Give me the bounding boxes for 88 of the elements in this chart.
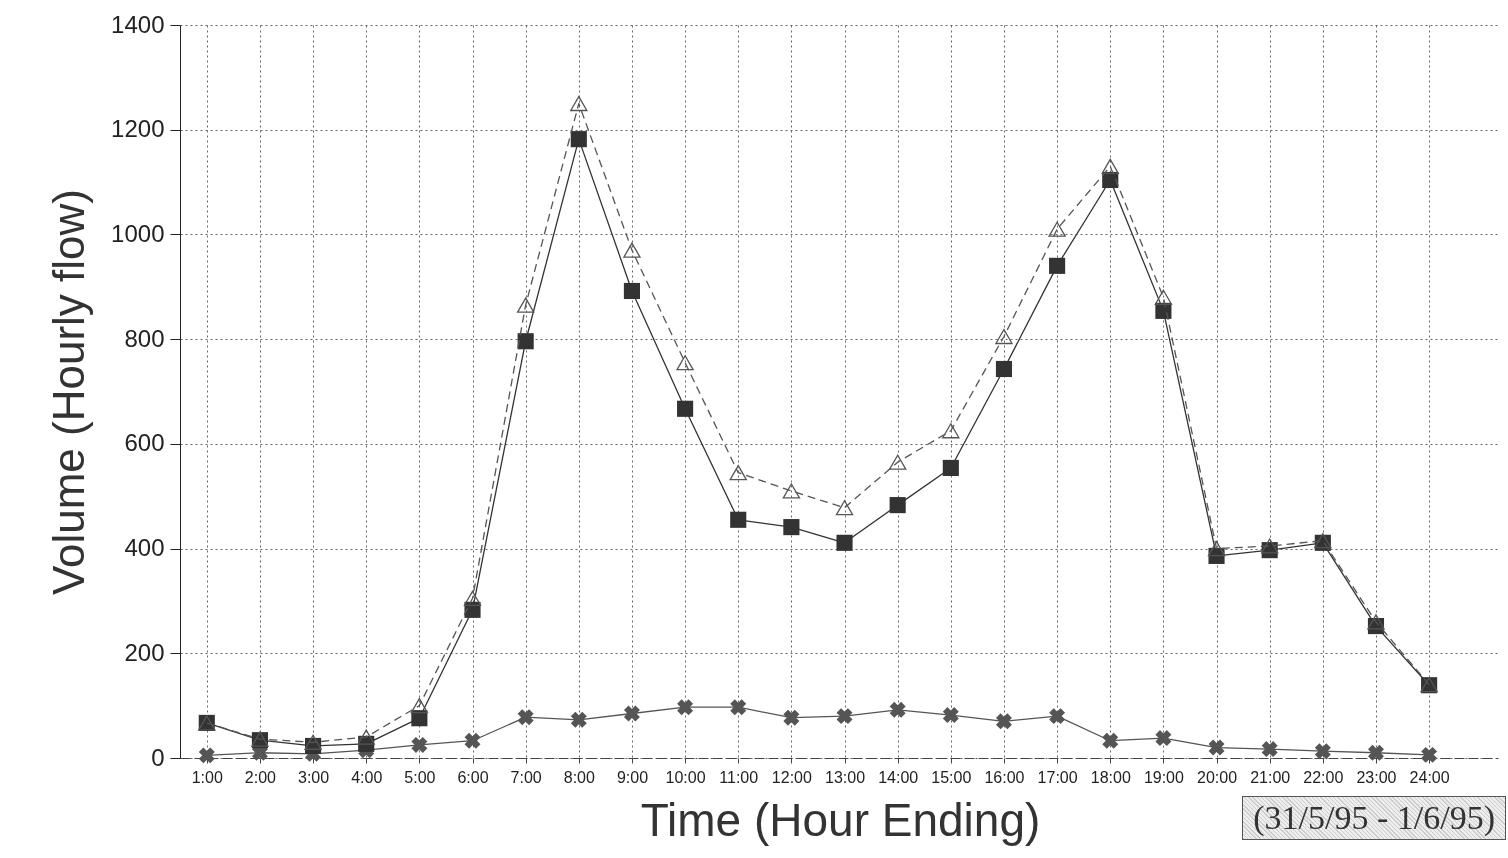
y-tick-label: 600 [124,429,165,457]
x-tick-label: 23:00 [1356,768,1397,786]
x-tick-label: 4:00 [351,768,383,786]
x-tick-label: 3:00 [298,768,330,786]
point [730,699,747,716]
x-tick-label: 8:00 [563,768,595,786]
x-tick-label: 11:00 [719,768,759,786]
point [570,711,587,728]
point [1368,744,1384,761]
point [1207,540,1226,557]
x-tick-label: 18:00 [1090,768,1131,786]
y-tick-label: 1400 [111,10,165,38]
y-tick-label: 0 [151,743,165,771]
point [411,710,428,727]
point [835,500,854,516]
point [570,95,588,112]
y-tick-label: 400 [124,534,165,562]
point [889,701,906,718]
x-tick-label: 17:00 [1037,768,1078,786]
point [1261,741,1278,758]
point [623,282,641,300]
point [1260,538,1279,554]
point [783,519,800,536]
point [1314,743,1331,760]
point [623,705,640,722]
point [677,699,694,716]
y-tick-label: 1000 [111,219,165,247]
point [1154,289,1173,305]
point [942,459,959,476]
point [198,747,215,764]
point [1367,614,1385,630]
x-tick-label: 12:00 [771,768,812,786]
point [623,242,641,258]
point [730,511,747,528]
x-tick-label: 2:00 [244,768,277,786]
point [1102,732,1119,749]
point [1421,746,1438,763]
point [517,333,534,350]
point [1101,158,1119,174]
point [889,497,906,514]
x-tick-label: 19:00 [1143,768,1185,786]
point [357,729,375,745]
point [410,698,429,714]
point [995,360,1013,378]
point [942,423,960,439]
point [783,709,800,726]
point [304,734,322,750]
x-tick-label: 7:00 [510,768,542,786]
point [463,590,482,606]
point [570,131,587,148]
x-tick-label: 13:00 [825,768,866,786]
point [836,708,853,725]
point [995,713,1012,730]
x-tick-label: 14:00 [878,768,919,786]
y-tick-label: 200 [124,638,165,666]
point [836,534,853,551]
point [942,707,959,724]
x-tick-label: 24:00 [1409,768,1450,786]
point [1155,730,1172,747]
x-tick-label: 22:00 [1303,768,1344,786]
point [676,355,694,371]
y-tick-label: 1200 [111,115,165,143]
point [677,400,694,417]
point [782,483,801,499]
y-tick-label: 800 [124,324,165,352]
x-tick-label: 6:00 [457,768,489,786]
point [411,736,428,753]
point [464,732,481,749]
x-tick-label: 5:00 [404,768,436,786]
point [888,454,907,470]
point [995,328,1013,345]
x-tick-label: 20:00 [1197,768,1238,786]
point [516,297,535,313]
point [1049,708,1066,725]
x-tick-label: 21:00 [1250,768,1291,786]
x-tick-label: 10:00 [665,768,706,786]
point [1049,257,1066,274]
x-tick-label: 16:00 [984,768,1025,786]
point [729,465,747,481]
text: (31/5/95 - 1/6/95) [1242,796,1506,840]
x-axis-title: Time (Hour Ending) [640,793,1041,846]
x-tick-label: 1:00 [191,768,223,786]
point [1208,739,1225,756]
x-tick-label: 15:00 [931,768,972,786]
x-tick-label: 9:00 [616,768,649,786]
y-axis-title: Volume (Hourly flow) [44,189,94,595]
point [1048,221,1066,237]
point [517,709,534,726]
